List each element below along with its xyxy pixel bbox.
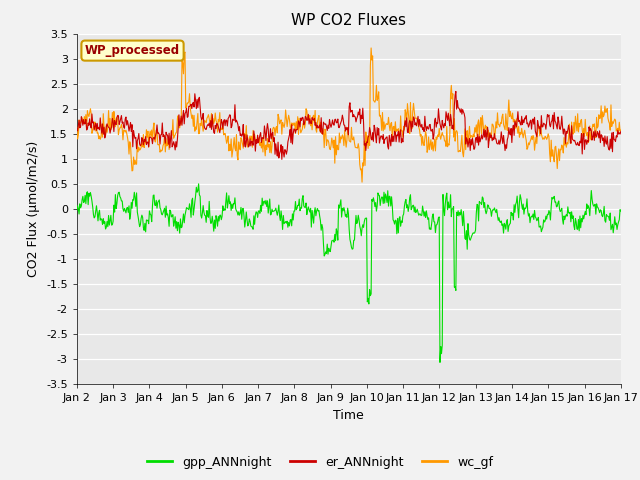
X-axis label: Time: Time <box>333 408 364 421</box>
Text: WP_processed: WP_processed <box>85 44 180 57</box>
Y-axis label: CO2 Flux (μmol/m2/s): CO2 Flux (μmol/m2/s) <box>28 141 40 277</box>
Legend: gpp_ANNnight, er_ANNnight, wc_gf: gpp_ANNnight, er_ANNnight, wc_gf <box>142 451 498 474</box>
Title: WP CO2 Fluxes: WP CO2 Fluxes <box>291 13 406 28</box>
